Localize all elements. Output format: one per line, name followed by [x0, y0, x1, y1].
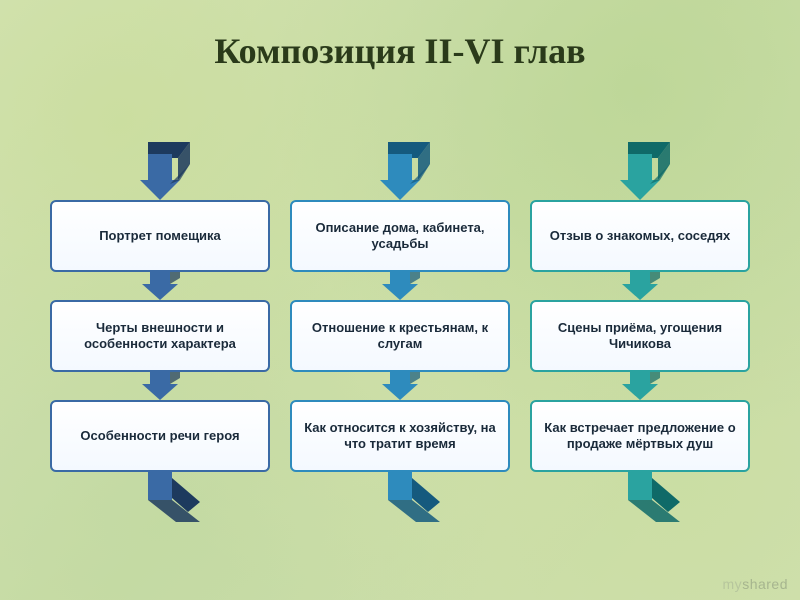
diagram-columns: Портрет помещика Черты внешности и особе…: [0, 140, 800, 522]
page-title: Композиция II-VI глав: [0, 30, 800, 72]
column-2: Описание дома, кабинета, усадьбы Отношен…: [290, 140, 510, 522]
box: Как встречает предложение о продаже мёрт…: [530, 400, 750, 472]
box: Портрет помещика: [50, 200, 270, 272]
watermark: myshared: [723, 576, 788, 592]
box: Особенности речи героя: [50, 400, 270, 472]
entry-arrow-icon: [290, 140, 510, 200]
exit-arrow-icon: [530, 472, 750, 522]
down-arrow-icon: [290, 372, 510, 400]
exit-arrow-icon: [290, 472, 510, 522]
watermark-my: my: [723, 576, 743, 592]
box: Как относится к хозяйству, на что тратит…: [290, 400, 510, 472]
entry-arrow-icon: [50, 140, 270, 200]
box: Отзыв о знакомых, соседях: [530, 200, 750, 272]
entry-arrow-icon: [530, 140, 750, 200]
watermark-shared: shared: [742, 576, 788, 592]
box: Отношение к крестьянам, к слугам: [290, 300, 510, 372]
box: Черты внешности и особенности характера: [50, 300, 270, 372]
down-arrow-icon: [50, 272, 270, 300]
down-arrow-icon: [530, 272, 750, 300]
column-1: Портрет помещика Черты внешности и особе…: [50, 140, 270, 522]
exit-arrow-icon: [50, 472, 270, 522]
down-arrow-icon: [50, 372, 270, 400]
box: Описание дома, кабинета, усадьбы: [290, 200, 510, 272]
box: Сцены приёма, угощения Чичикова: [530, 300, 750, 372]
down-arrow-icon: [530, 372, 750, 400]
column-3: Отзыв о знакомых, соседях Сцены приёма, …: [530, 140, 750, 522]
down-arrow-icon: [290, 272, 510, 300]
